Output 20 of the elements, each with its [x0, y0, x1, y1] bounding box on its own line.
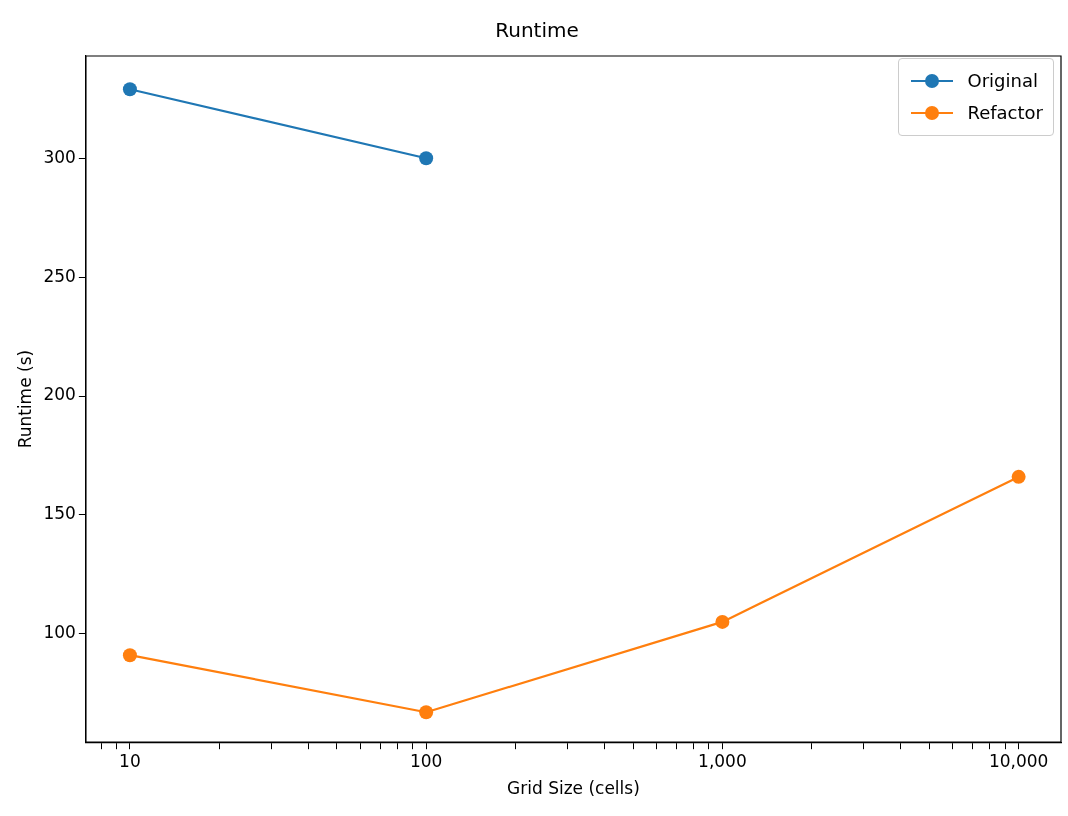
y-tick-label: 300	[43, 146, 76, 167]
point	[1011, 469, 1026, 484]
x-tick-label: 100	[409, 750, 443, 771]
y-tick-label: 200	[43, 384, 76, 405]
y-tick-label: 100	[43, 622, 76, 643]
chart-title: Runtime	[495, 18, 579, 43]
point	[122, 648, 137, 663]
legend-label: Refactor	[967, 101, 1043, 125]
x-tick-label: 1,000	[698, 750, 747, 771]
legend-label: Original	[967, 69, 1038, 93]
y-axis-title: Runtime (s)	[14, 349, 35, 449]
point	[419, 151, 434, 166]
y-tick-label: 150	[43, 503, 76, 524]
x-tick-label: 10	[119, 750, 141, 771]
y-tick-label: 250	[43, 265, 76, 286]
x-axis-title: Grid Size (cells)	[507, 778, 640, 799]
point	[122, 82, 137, 97]
x-tick-label: 10,000	[988, 750, 1049, 771]
point	[715, 614, 730, 629]
point	[419, 705, 434, 720]
